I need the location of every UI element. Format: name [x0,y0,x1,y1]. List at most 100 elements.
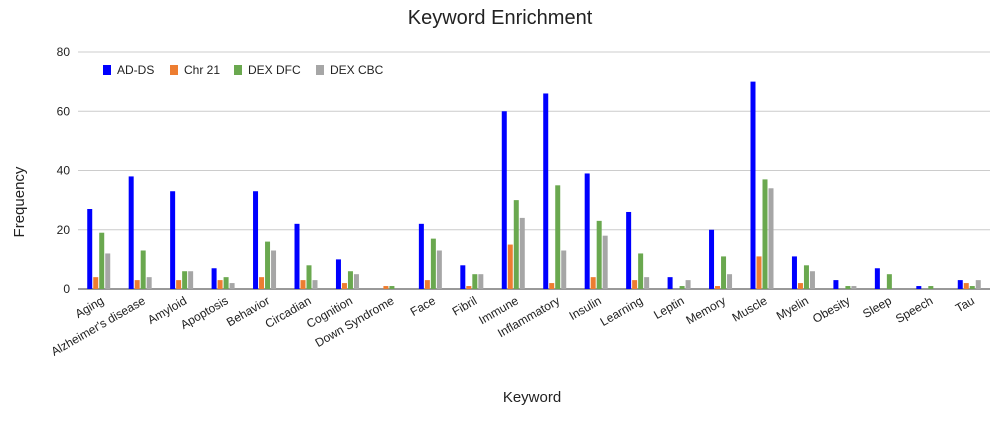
bar [709,229,715,289]
bar [851,286,857,289]
bar [632,280,638,289]
bar [963,283,969,289]
bar [472,274,478,289]
bar [916,286,922,289]
bar [886,274,892,289]
bar [389,286,395,289]
bar [626,211,632,289]
bar [809,271,815,289]
bar [259,277,265,289]
y-tick-label: 0 [63,282,70,296]
bar [957,280,963,289]
bar [644,277,650,289]
bar [140,250,146,289]
y-tick-label: 60 [57,104,71,118]
bar [353,274,359,289]
y-axis-ticks: 0 20 40 60 80 [57,45,71,296]
bar [93,277,99,289]
bar [134,280,140,289]
bar [845,286,851,289]
bar [596,220,602,289]
legend-swatch [316,65,324,75]
y-tick-label: 20 [57,223,71,237]
bar [750,81,756,289]
bar [265,241,271,289]
bar [312,280,318,289]
bar [383,286,389,289]
bar [170,191,176,289]
x-tick-label: Apoptosis [178,293,231,331]
bar [211,268,217,289]
bar [519,217,525,289]
bar [667,277,673,289]
bar [300,280,306,289]
x-tick-label: Sleep [860,293,894,321]
bar [513,200,519,289]
bar [501,111,507,289]
bar [797,283,803,289]
x-axis-label: Keyword [503,389,561,406]
bar [99,232,105,289]
bar [590,277,596,289]
x-tick-label: Circadian [263,293,314,330]
x-tick-label: Face [408,293,438,319]
bar [969,286,975,289]
legend: AD-DS Chr 21 DEX DFC DEX CBC [103,63,384,77]
bar [756,256,762,289]
x-tick-label: Tau [953,293,977,315]
x-tick-label: Myelin [774,293,811,322]
bar [466,286,472,289]
bar [679,286,685,289]
bar [549,283,555,289]
bar [87,209,93,289]
legend-label: DEX DFC [248,63,301,77]
bar [791,256,797,289]
bar [543,93,549,289]
bar [128,176,134,289]
bar [928,286,934,289]
bar [105,253,111,289]
bar [341,283,347,289]
bar [460,265,466,289]
bar [430,238,436,289]
x-tick-label: Learning [598,293,645,328]
x-tick-label: Obesity [810,293,852,325]
bar [715,286,721,289]
bar [561,250,567,289]
bar [229,283,235,289]
bar [602,235,608,289]
legend-label: AD-DS [117,63,154,77]
bar [424,280,430,289]
x-tick-label: Leptin [651,293,686,321]
bar [146,277,152,289]
chart-title: Keyword Enrichment [408,7,593,29]
bar [762,179,768,289]
bar [176,280,182,289]
bar [306,265,312,289]
bar [294,223,300,289]
bar [685,280,691,289]
bar [833,280,839,289]
x-tick-label: Memory [684,293,729,327]
bar [803,265,809,289]
bar [188,271,194,289]
bar [335,259,341,289]
bar [347,271,353,289]
bars [87,81,981,289]
bar [638,253,644,289]
legend-swatch [103,65,111,75]
gridlines [78,51,990,290]
bar [182,271,188,289]
bar [418,223,424,289]
bar [874,268,880,289]
x-tick-label: Speech [893,293,935,325]
legend-label: Chr 21 [184,63,220,77]
bar [721,256,727,289]
bar [253,191,259,289]
legend-swatch [170,65,178,75]
x-tick-label: Fibril [450,293,480,318]
legend-swatch [234,65,242,75]
bar [223,277,229,289]
